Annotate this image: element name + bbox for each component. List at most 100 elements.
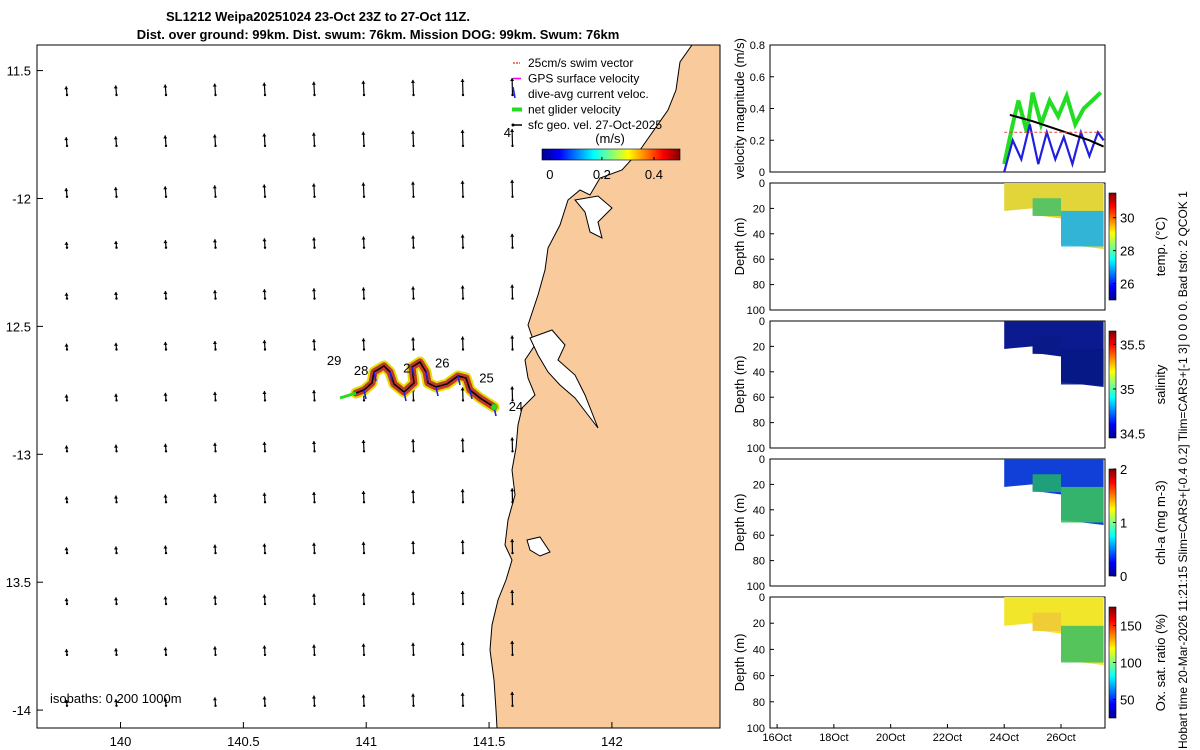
panel-ytick-label: 100 <box>747 305 765 317</box>
vector-arrow-base <box>313 450 316 453</box>
vector-arrow-base <box>362 144 366 148</box>
vector-arrow-base <box>461 399 465 402</box>
vector-arrow-head <box>510 488 515 492</box>
vector-arrow-base <box>461 195 465 198</box>
vector-arrow-base <box>313 144 316 148</box>
dive-avg-vector <box>363 389 367 400</box>
map-ytick-label: -14 <box>12 703 31 718</box>
vector-arrow-head <box>64 598 69 602</box>
panel-xtick-label: 24Oct <box>990 732 1019 744</box>
vector-arrow-base <box>461 246 465 249</box>
vector-arrow-head <box>163 596 168 600</box>
vector-arrow-base <box>511 297 514 300</box>
vector-arrow-head <box>163 494 168 498</box>
vector-arrow-base <box>263 704 267 707</box>
vector-arrow-head <box>163 545 168 549</box>
panel-ytick-label: 60 <box>753 671 765 683</box>
vector-arrow-head <box>510 437 515 441</box>
vector-arrow-head <box>163 647 168 651</box>
vector-arrow-head <box>510 179 515 183</box>
inlet <box>574 195 613 239</box>
vector-arrow-base <box>164 144 168 148</box>
map-xtick-label: 140.5 <box>227 734 260 749</box>
vector-arrow-base <box>214 144 217 148</box>
map-legend: 25cm/s swim vector GPS surface velocitydi… <box>511 56 662 132</box>
vector-arrow-base <box>362 602 366 606</box>
vector-arrow-head <box>361 643 366 647</box>
vector-arrow-base <box>214 93 217 97</box>
vector-arrow-head <box>510 128 515 132</box>
vector-arrow-head <box>311 491 316 495</box>
panel-ytick-label: 0 <box>759 592 765 604</box>
vector-arrow-base <box>461 704 465 707</box>
vector-arrow-head <box>113 699 118 703</box>
vector-arrow-head <box>163 392 168 396</box>
vector-arrow-head <box>311 288 316 292</box>
inlet-south <box>529 329 599 429</box>
vector-arrow-head <box>64 547 69 551</box>
panel-ytick-label: 20 <box>753 341 765 353</box>
vector-arrow-base <box>214 450 217 453</box>
panel-xtick-label: 16Oct <box>762 732 791 744</box>
vector-arrow-head <box>212 290 217 294</box>
velocity-series-0 <box>1002 89 1103 165</box>
vector-arrow-head <box>212 83 217 87</box>
vector-arrow-base <box>214 246 217 249</box>
vector-arrow-base <box>511 653 514 657</box>
panel-ytick-label: 0 <box>759 316 765 328</box>
vector-arrow-head <box>262 390 267 394</box>
vector-arrow-base <box>164 653 168 657</box>
track-start-marker <box>491 404 497 410</box>
vector-arrow-base <box>115 704 118 707</box>
panel-ylabel-1: Depth (m) <box>732 218 747 276</box>
vector-arrow-base <box>263 348 267 351</box>
map-ticks: 140 140.5 141 141.5 142 11.5 -12 12.5 -13 13.5 -14 <box>6 64 623 749</box>
vector-arrow-base <box>65 297 69 300</box>
vector-arrow-head <box>262 340 267 344</box>
legend-label-swim: 25cm/s swim vector <box>528 56 633 70</box>
panel-colorbar-label-4: Ox. sat. ratio (%) <box>1153 614 1168 712</box>
vector-arrow-base <box>313 653 316 657</box>
vector-arrow-base <box>362 653 366 657</box>
panel-ytick-label: 20 <box>753 479 765 491</box>
vector-arrow-base <box>164 450 168 453</box>
profile-band-deep-1 <box>1060 210 1104 247</box>
vector-arrow-base <box>115 297 118 300</box>
vector-arrow-base <box>362 348 366 351</box>
vector-arrow-head <box>510 539 515 543</box>
vector-arrow-head <box>262 543 267 547</box>
vector-arrow-head <box>361 440 366 444</box>
vector-arrow-head <box>262 82 267 86</box>
vector-arrow-base <box>412 348 415 351</box>
vector-arrow-head <box>212 646 217 650</box>
vector-arrow-base <box>115 348 118 351</box>
vector-arrow-head <box>311 593 316 597</box>
panel-colorbar-tick-label: 30 <box>1120 211 1134 226</box>
panel-ylabel-4: Depth (m) <box>732 634 747 692</box>
vector-arrow-base <box>65 450 69 453</box>
vector-arrow-head <box>361 694 366 698</box>
vector-arrow-head <box>410 79 415 83</box>
vector-arrow-head <box>212 239 217 243</box>
vector-arrow-head <box>361 131 366 135</box>
vector-arrow-base <box>412 144 415 148</box>
vector-arrow-head <box>311 339 316 343</box>
vector-arrow-base <box>461 297 465 300</box>
panel-ylabel-2: Depth (m) <box>732 356 747 414</box>
panel-ylabel-0: velocity magnitude (m/s) <box>732 38 747 179</box>
dive-avg-vector <box>389 371 393 382</box>
vector-arrow-head <box>163 290 168 294</box>
vector-arrow-base <box>164 399 168 402</box>
panel-colorbar-tick-label: 28 <box>1120 244 1134 259</box>
vector-arrow-head <box>311 644 316 648</box>
vector-arrow-base <box>164 195 168 198</box>
vector-arrow-head <box>64 292 69 296</box>
map-ytick-label: 12.5 <box>6 319 31 334</box>
vector-arrow-base <box>115 93 118 97</box>
colorbar-tick-label: 0.4 <box>645 167 663 182</box>
dive-avg-vector <box>425 371 429 382</box>
vector-arrow-head <box>113 85 118 89</box>
vector-arrow-head <box>361 287 366 291</box>
vector-arrow-head <box>212 442 217 446</box>
